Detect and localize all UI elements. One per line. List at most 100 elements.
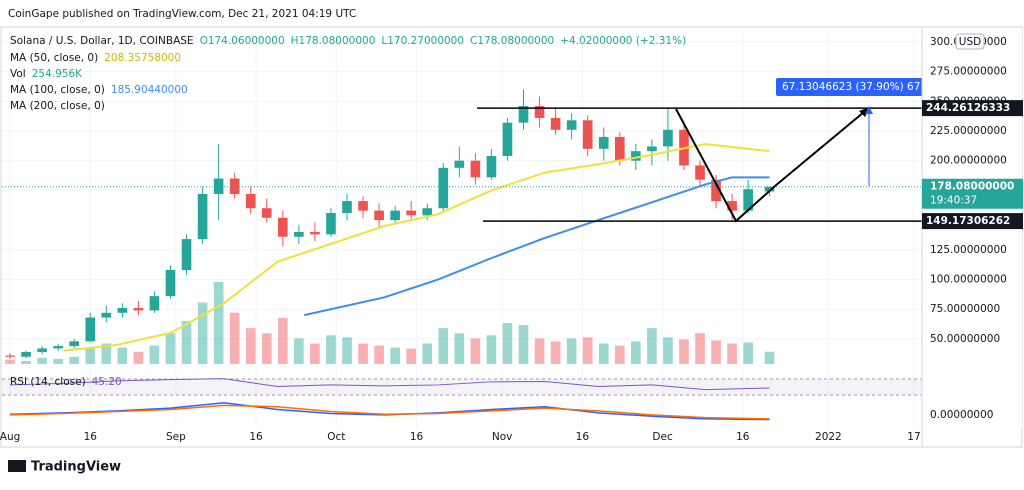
candle-body [5,355,15,357]
x-tick-label: 16 [736,431,750,443]
candle-body [518,106,529,123]
rsi-name: RSI (14, close) [10,376,86,388]
x-tick-label: 16 [249,431,263,443]
ohlc: O174.06000000 [200,35,285,47]
measure-box [776,78,926,96]
candle-body [229,178,240,194]
header: CoinGape published on TradingView.com, D… [8,8,356,20]
candle-body [566,120,577,130]
volume-bar [663,337,673,364]
candle-body [245,193,256,209]
ohlc: C178.08000000 [470,35,554,47]
volume-bar [406,348,416,364]
volume-bar [342,337,352,364]
candle-body [69,341,80,347]
volume-bar [764,351,775,364]
volume-bar [326,335,336,364]
logo [8,460,26,472]
currency-label: USD [959,36,981,48]
candle-body [534,106,545,118]
rsi-band [2,379,922,395]
candle-body [101,312,112,318]
volume-bar [197,302,208,364]
x-tick-label: 16 [576,431,590,443]
volume-bar [727,343,737,364]
candle-body [764,186,775,192]
candle-body [502,122,513,156]
x-tick-label: 16 [410,431,424,443]
candle-body [727,201,737,211]
candle-body [454,160,465,168]
volume-bar [534,338,545,364]
candle-body [598,136,609,149]
y-tick-label: 275.00000000 [930,66,1007,78]
candle-body [149,296,160,311]
x-tick-label: Sep [166,431,186,443]
ohlc: L170.27000000 [381,35,464,47]
volume-bar [614,345,625,364]
vol-value: 254.956K [32,68,83,80]
y-tick-label: 75.00000000 [930,303,1000,315]
y-tick-label: 0.00000000 [930,409,993,421]
volume-bar [582,337,593,364]
candle-body [486,155,497,178]
volume-bar [5,359,15,364]
ma-legend: MA (100, close, 0) 185.90440000 [10,84,188,96]
symbol: Solana / U.S. Dollar, 1D, COINBASE [10,35,194,47]
moving-average [63,143,770,352]
currency-button [955,33,985,50]
legend-title: Solana / U.S. Dollar, 1D, COINBASE O174.0… [10,35,686,47]
candle-body [85,317,96,342]
volume-bar [422,343,433,364]
volume-bar [53,358,63,364]
candle-body [422,208,433,216]
volume-bar [245,328,256,364]
ma-name: MA (100, close, 0) [10,84,105,96]
volume-bar [85,348,96,364]
volume-bar [133,351,144,364]
x-tick-label: 2022 [815,431,842,443]
measure-label: 67.13046623 (37.90%) 67130 [782,81,940,93]
volume-bar [438,328,449,364]
volume-bar [631,341,641,364]
price-tag [922,100,1023,117]
candle-body [374,210,384,221]
change: +4.02000000 (+2.31%) [560,35,686,47]
volume-bar [149,345,160,364]
volume-bar [165,333,176,364]
rsi-line [10,378,770,391]
volume-bar [679,339,689,364]
candle-body [406,210,416,216]
candle-body [582,120,593,149]
volume-bar [566,338,577,364]
candle-body [117,308,128,313]
x-tick-label: 17 [907,431,920,443]
volume-bar [229,312,240,364]
y-tick-label: 200.00000000 [930,155,1007,167]
x-tick-label: 16 [84,431,98,443]
candle-body [647,146,657,152]
measure-arrow [865,106,873,114]
candle-body [278,217,288,237]
vol-legend: Vol 254.956K [10,68,83,80]
ma-legend: MA (50, close, 0) 208.35758000 [10,52,181,64]
volume-bar [711,340,721,364]
pattern-line [675,108,776,223]
volume-bar [358,343,368,364]
volume-bar [518,325,529,364]
x-tick-label: Oct [327,431,345,443]
candle-body [663,129,673,147]
price-tag-label: 149.17306262 [926,215,1010,227]
candle-body [695,165,705,180]
legend: Solana / U.S. Dollar, 1D, COINBASE O174.0… [10,35,686,388]
volume-bar [743,342,753,364]
candle-body [294,231,304,237]
candle-body [261,208,272,218]
volume-bar [21,360,31,364]
volume-bar [390,347,400,364]
candle-body [550,117,561,130]
y-tick-label: 100.00000000 [930,274,1007,286]
candle-body [21,351,31,357]
